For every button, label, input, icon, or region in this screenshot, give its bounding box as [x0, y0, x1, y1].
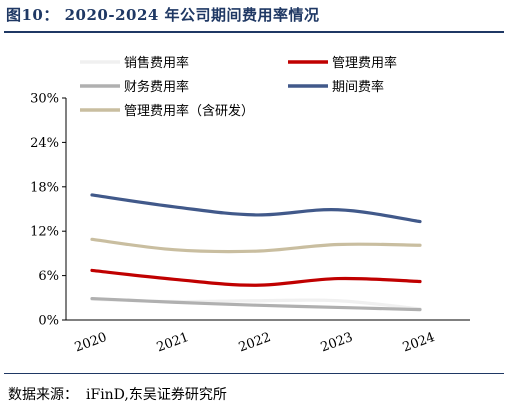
legend-label-2: 财务费用率 [124, 79, 189, 95]
figure-title: 图10： 2020-2024 年公司期间费用率情况 [6, 6, 320, 24]
y-tick-label: 0% [38, 314, 59, 329]
legend-label-0: 销售费用率 [124, 55, 189, 71]
y-tick-label: 24% [30, 136, 59, 151]
x-axis: 2020 2021 2022 2023 2024 [66, 319, 470, 355]
y-tick-label: 6% [38, 269, 59, 284]
legend-label-3: 期间费率 [332, 79, 384, 95]
y-tick-label: 12% [30, 225, 59, 240]
y-tick-label: 18% [30, 180, 59, 195]
x-tick-label: 2023 [319, 330, 355, 355]
title-rule [4, 31, 504, 33]
x-tick-label: 2024 [401, 330, 437, 355]
source-rule [4, 373, 504, 374]
legend-label-4: 管理费用率（含研发） [124, 103, 254, 119]
legend-label-1: 管理费用率 [332, 55, 397, 71]
series-line-3 [90, 193, 422, 224]
source-label: 数据来源： [8, 387, 78, 403]
y-tick-label: 30% [30, 92, 59, 107]
x-tick-label: 2022 [237, 330, 273, 355]
source-note: 数据来源： iFinD,东吴证券研究所 [8, 384, 235, 404]
x-tick-label: 2020 [73, 330, 109, 355]
series-lines [90, 193, 422, 312]
series-line-4 [90, 237, 422, 254]
x-tick-label: 2021 [155, 330, 191, 355]
source-text: iFinD,东吴证券研究所 [86, 387, 227, 403]
y-axis: 0% 6% 12% 18% 24% 30% [30, 92, 67, 329]
series-line-1 [90, 268, 422, 287]
series-line-2 [90, 296, 422, 312]
